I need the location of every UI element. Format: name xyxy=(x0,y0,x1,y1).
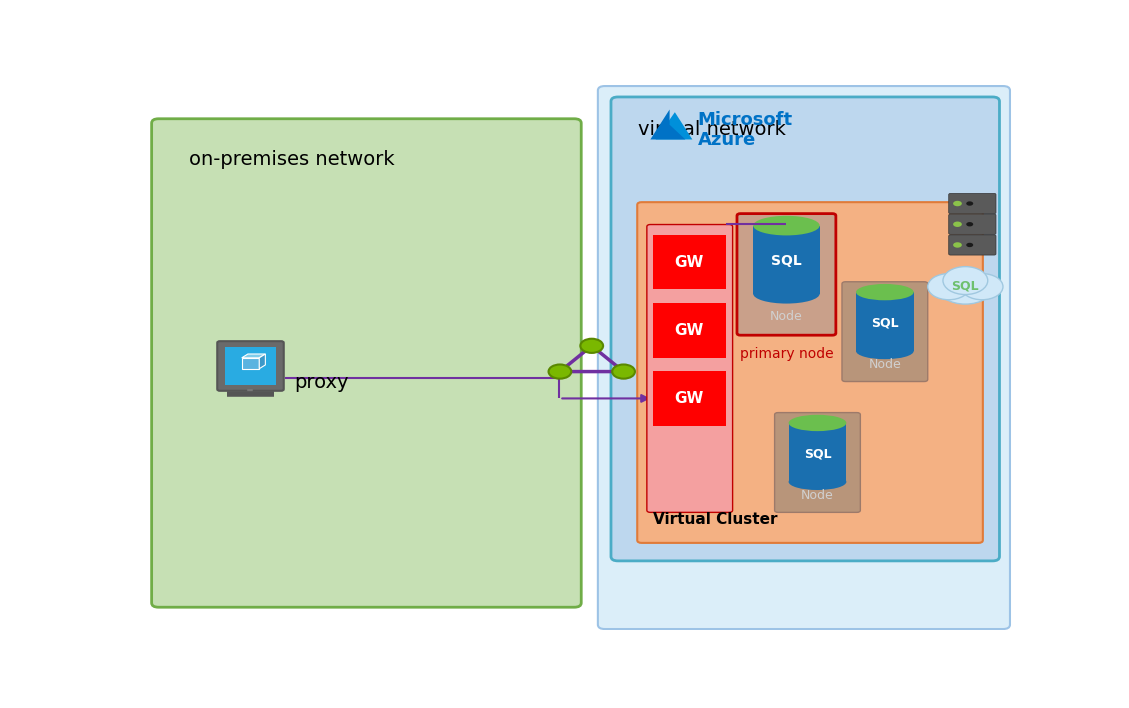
Circle shape xyxy=(928,273,970,299)
Polygon shape xyxy=(650,110,685,139)
Text: virtual network: virtual network xyxy=(638,120,786,139)
FancyBboxPatch shape xyxy=(637,202,983,543)
Bar xyxy=(653,371,726,426)
Ellipse shape xyxy=(788,474,847,490)
Bar xyxy=(788,423,847,482)
Text: Node: Node xyxy=(802,489,834,502)
FancyBboxPatch shape xyxy=(611,97,999,561)
Polygon shape xyxy=(656,113,692,139)
Ellipse shape xyxy=(856,284,913,300)
Text: SQL: SQL xyxy=(771,254,802,268)
Bar xyxy=(225,347,275,385)
Circle shape xyxy=(549,365,571,379)
Text: Node: Node xyxy=(868,358,901,371)
Ellipse shape xyxy=(753,216,820,236)
Ellipse shape xyxy=(753,284,820,304)
Bar xyxy=(856,292,913,351)
FancyBboxPatch shape xyxy=(598,86,1010,629)
Circle shape xyxy=(612,365,634,379)
Bar xyxy=(242,358,260,369)
FancyBboxPatch shape xyxy=(647,224,733,513)
Bar xyxy=(653,303,726,358)
Circle shape xyxy=(580,338,603,353)
FancyBboxPatch shape xyxy=(774,413,860,513)
Ellipse shape xyxy=(788,415,847,431)
Circle shape xyxy=(943,267,988,295)
Bar xyxy=(753,226,820,294)
Text: Virtual Cluster: Virtual Cluster xyxy=(653,512,778,527)
Circle shape xyxy=(966,201,973,206)
Text: proxy: proxy xyxy=(295,372,349,392)
Circle shape xyxy=(966,222,973,227)
Circle shape xyxy=(961,273,1003,299)
FancyBboxPatch shape xyxy=(948,235,996,255)
Text: Node: Node xyxy=(770,310,803,323)
Circle shape xyxy=(953,242,962,248)
FancyBboxPatch shape xyxy=(151,119,581,607)
FancyBboxPatch shape xyxy=(948,214,996,234)
Text: SQL: SQL xyxy=(872,316,899,329)
Text: GW: GW xyxy=(675,323,704,338)
Polygon shape xyxy=(242,354,265,358)
Polygon shape xyxy=(260,354,265,369)
FancyBboxPatch shape xyxy=(842,282,928,382)
Text: primary node: primary node xyxy=(739,347,833,360)
Circle shape xyxy=(966,243,973,247)
FancyBboxPatch shape xyxy=(948,193,996,214)
Text: SQL: SQL xyxy=(804,447,831,460)
Bar xyxy=(653,235,726,290)
FancyBboxPatch shape xyxy=(217,341,283,391)
Text: SQL: SQL xyxy=(952,279,979,292)
FancyBboxPatch shape xyxy=(737,214,835,335)
Circle shape xyxy=(937,269,994,304)
Text: GW: GW xyxy=(675,255,704,270)
Text: on-premises network: on-premises network xyxy=(190,150,395,169)
Circle shape xyxy=(953,201,962,206)
Ellipse shape xyxy=(856,343,913,359)
Text: Microsoft
Azure: Microsoft Azure xyxy=(698,110,793,149)
Circle shape xyxy=(953,222,962,227)
Text: GW: GW xyxy=(675,391,704,406)
